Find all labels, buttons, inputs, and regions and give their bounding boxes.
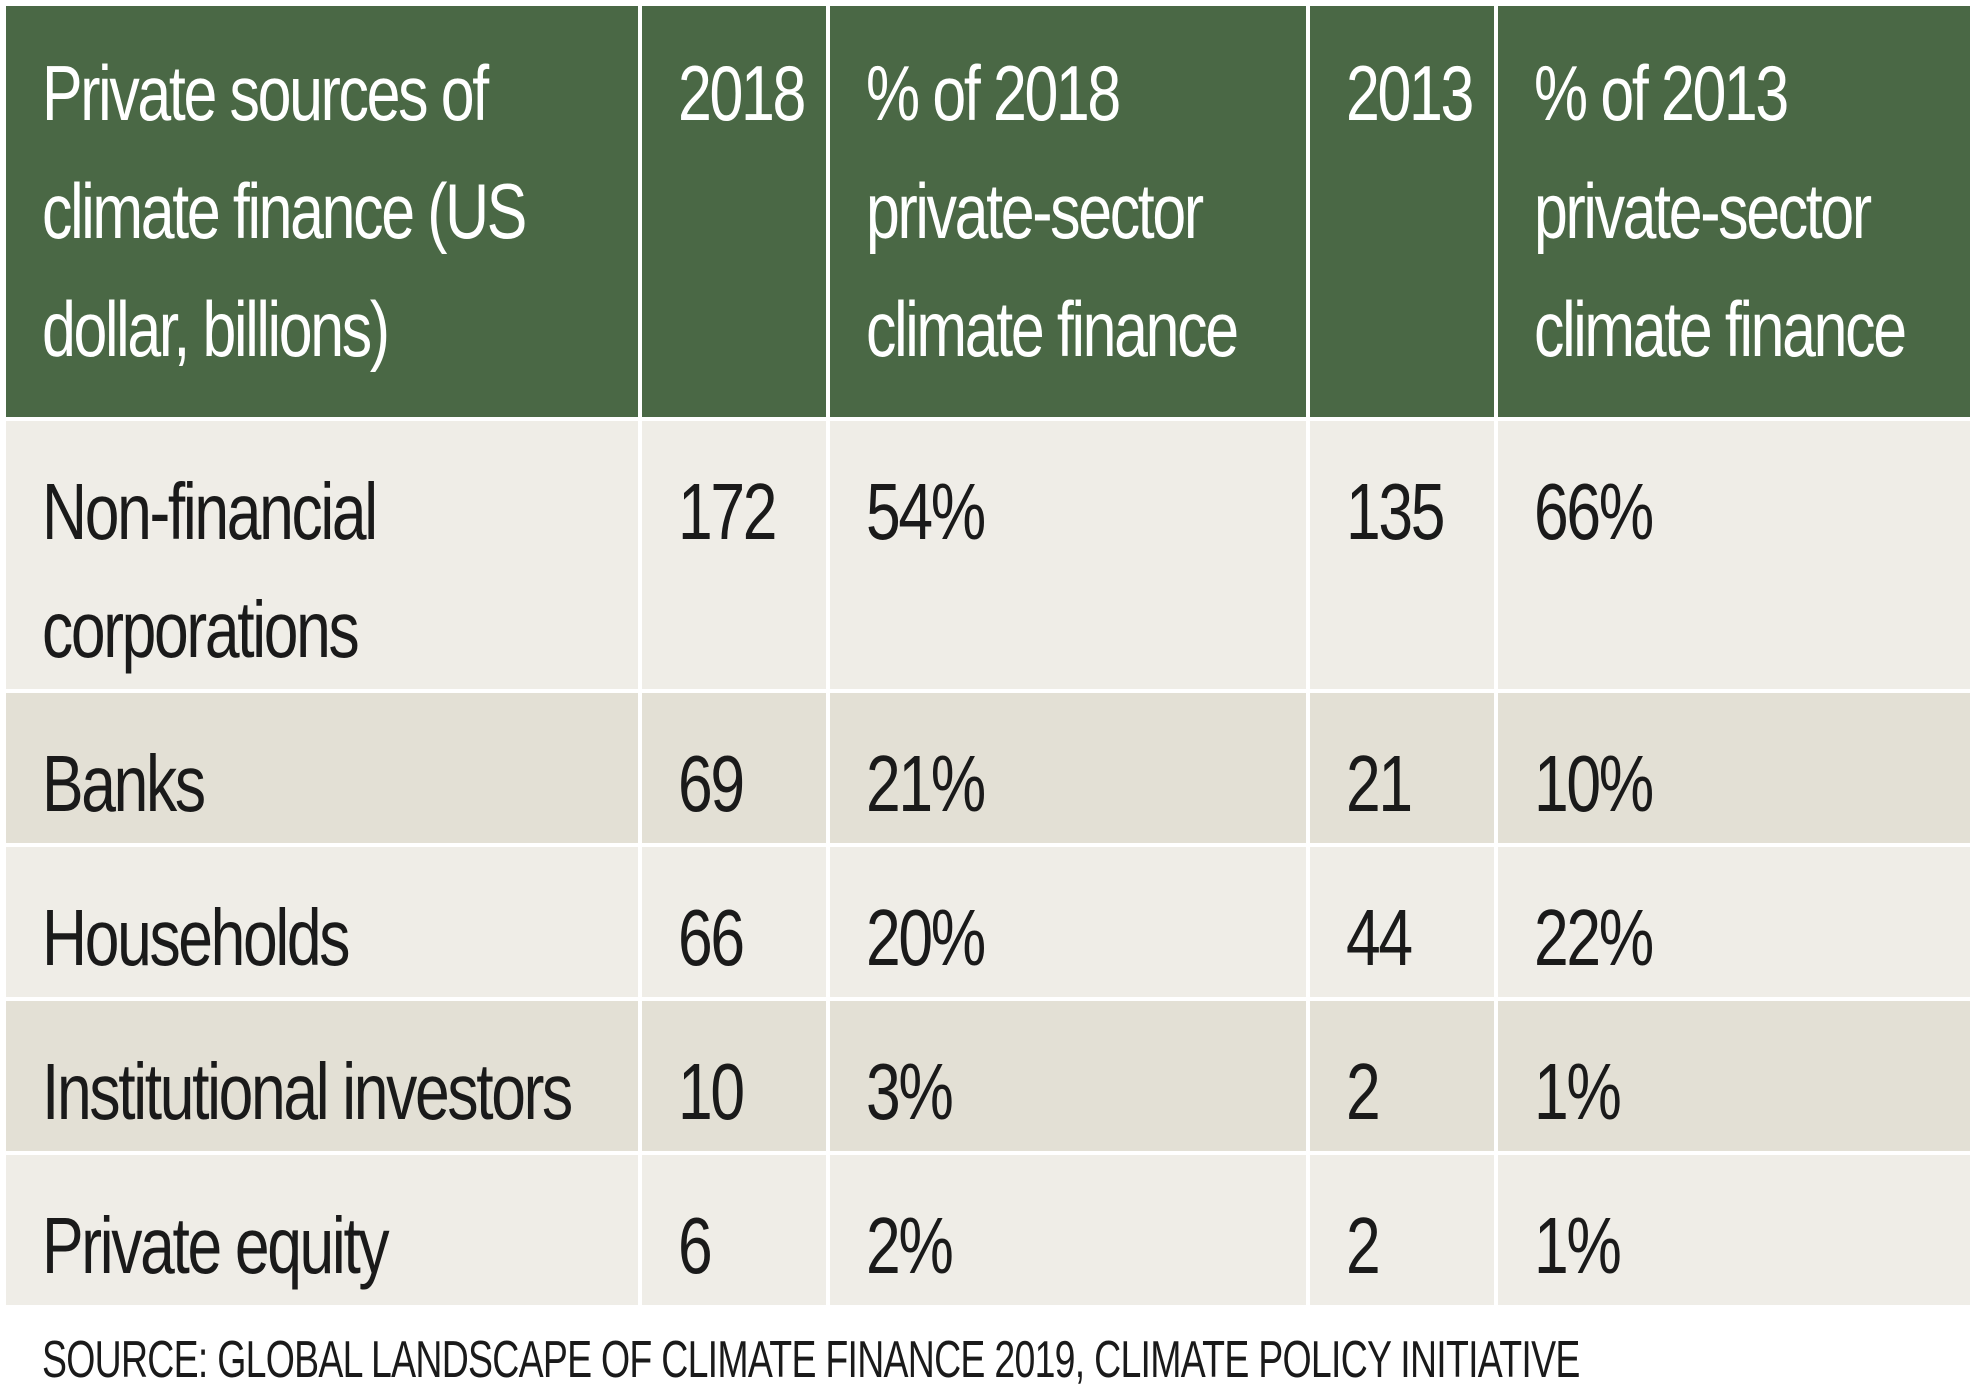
header-label: Private sources of climate finance (US d… — [42, 49, 527, 373]
header-cell-source: Private sources of climate finance (US d… — [6, 6, 642, 421]
climate-finance-table: Private sources of climate finance (US d… — [6, 6, 1970, 1309]
cell-text: 21% — [866, 739, 986, 828]
table-cell: 66 — [642, 847, 830, 1001]
header-label: 2013 — [1346, 49, 1474, 137]
table-cell: 3% — [830, 1001, 1310, 1155]
cell-text: 20% — [866, 893, 986, 982]
cell-text: 54% — [866, 467, 986, 556]
table-cell: 21% — [830, 693, 1310, 847]
table-cell: Banks — [6, 693, 642, 847]
cell-text: 66% — [1534, 467, 1654, 556]
header-label: % of 2013 private-sector climate finance — [1534, 49, 1907, 373]
cell-text: Banks — [42, 739, 206, 828]
table-cell: 22% — [1498, 847, 1970, 1001]
table-row: Banks 69 21% 21 10% — [6, 693, 1970, 847]
table-cell: 2 — [1310, 1155, 1498, 1309]
table-cell: 135 — [1310, 421, 1498, 693]
cell-text: 69 — [678, 739, 745, 828]
cell-text: 21 — [1346, 739, 1413, 828]
climate-finance-table-wrapper: Private sources of climate finance (US d… — [6, 6, 1970, 1309]
table-cell: 10% — [1498, 693, 1970, 847]
cell-text: 22% — [1534, 893, 1654, 982]
cell-text: Households — [42, 893, 350, 982]
table-cell: 66% — [1498, 421, 1970, 693]
cell-text: Non-financial corporations — [42, 467, 378, 674]
table-cell: 1% — [1498, 1155, 1970, 1309]
table-cell: 69 — [642, 693, 830, 847]
header-cell-2018: 2018 — [642, 6, 830, 421]
cell-text: 44 — [1346, 893, 1413, 982]
header-cell-pct-2013: % of 2013 private-sector climate finance — [1498, 6, 1970, 421]
header-row: Private sources of climate finance (US d… — [6, 6, 1970, 421]
header-cell-pct-2018: % of 2018 private-sector climate finance — [830, 6, 1310, 421]
table-cell: 54% — [830, 421, 1310, 693]
table-cell: Non-financial corporations — [6, 421, 642, 693]
table-cell: 2% — [830, 1155, 1310, 1309]
cell-text: 135 — [1346, 467, 1445, 556]
header-label: % of 2018 private-sector climate finance — [866, 49, 1239, 373]
cell-text: 6 — [678, 1201, 713, 1290]
cell-text: Private equity — [42, 1201, 390, 1290]
table-cell: Private equity — [6, 1155, 642, 1309]
table-row: Households 66 20% 44 22% — [6, 847, 1970, 1001]
cell-text: 10 — [678, 1047, 745, 1136]
table-cell: 1% — [1498, 1001, 1970, 1155]
cell-text: 1% — [1534, 1201, 1622, 1290]
table-cell: 20% — [830, 847, 1310, 1001]
cell-text: Institutional investors — [42, 1047, 573, 1136]
header-cell-2013: 2013 — [1310, 6, 1498, 421]
source-note: SOURCE: GLOBAL LANDSCAPE OF CLIMATE FINA… — [42, 1331, 1580, 1389]
table-cell: Households — [6, 847, 642, 1001]
table-row: Institutional investors 10 3% 2 1% — [6, 1001, 1970, 1155]
cell-text: 2 — [1346, 1047, 1381, 1136]
table-row: Non-financial corporations 172 54% 135 6… — [6, 421, 1970, 693]
cell-text: 66 — [678, 893, 745, 982]
cell-text: 10% — [1534, 739, 1654, 828]
cell-text: 172 — [678, 467, 777, 556]
cell-text: 2 — [1346, 1201, 1381, 1290]
cell-text: 1% — [1534, 1047, 1622, 1136]
table-cell: 172 — [642, 421, 830, 693]
cell-text: 2% — [866, 1201, 954, 1290]
cell-text: 3% — [866, 1047, 954, 1136]
table-cell: 6 — [642, 1155, 830, 1309]
table-cell: 2 — [1310, 1001, 1498, 1155]
table-row: Private equity 6 2% 2 1% — [6, 1155, 1970, 1309]
table-cell: Institutional investors — [6, 1001, 642, 1155]
table-cell: 44 — [1310, 847, 1498, 1001]
table-cell: 21 — [1310, 693, 1498, 847]
table-cell: 10 — [642, 1001, 830, 1155]
header-label: 2018 — [678, 49, 806, 137]
